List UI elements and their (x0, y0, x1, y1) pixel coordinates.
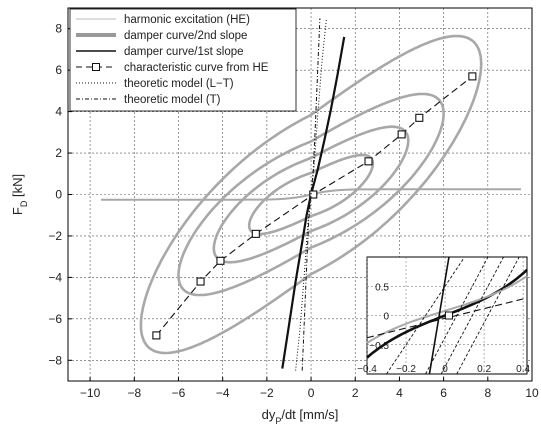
legend: harmonic excitation (HE) damper curve/2nd… (69, 8, 297, 112)
x-tick-label: −6 (172, 386, 186, 400)
harmonic-excitation-loop (177, 92, 445, 297)
x-tick-label: −10 (80, 386, 101, 400)
inset-model-line (456, 256, 520, 375)
series-line (301, 18, 321, 371)
series-line (295, 18, 327, 371)
data-point (468, 72, 477, 81)
legend-label: theoretic model (T) (124, 94, 221, 106)
inset-y-tick-label: −0.5 (369, 341, 389, 352)
legend-label: theoretic model (L−T) (124, 78, 234, 90)
y-tick-label: −4 (48, 270, 62, 284)
y-tick-label: 0 (55, 188, 62, 202)
y-tick-label: 6 (55, 63, 62, 77)
axis-ticks: −10 −8 −6 −4 −2 0 2 4 6 8 10 −8 −6 −4 −2 0 2 4 6 8 (48, 22, 539, 400)
harmonic-excitation-loop (247, 153, 375, 236)
y-tick-label: −8 (48, 353, 62, 367)
hysteresis-loops (101, 34, 521, 355)
inset-harmonic-curve (366, 275, 528, 344)
x-tick-label: −2 (260, 386, 274, 400)
legend-label: damper curve/1st slope (124, 46, 244, 58)
harmonic-excitation-loop (139, 34, 483, 355)
y-tick-label: −2 (48, 229, 62, 243)
inset-model-line (440, 256, 504, 375)
legend-box (69, 8, 297, 112)
data-point (152, 331, 161, 340)
inset-x-tick-label: 0 (442, 364, 448, 375)
inset-y-tick-label: 0 (383, 312, 389, 323)
legend-label: damper curve/2nd slope (124, 30, 247, 42)
x-tick-label: −4 (216, 386, 230, 400)
series-layer (152, 18, 477, 371)
x-tick-label: 2 (352, 386, 359, 400)
y-tick-label: 2 (55, 146, 62, 160)
inset-first-slope (428, 256, 450, 375)
inset-model-line (386, 256, 465, 375)
data-point (251, 229, 260, 238)
legend-label: characteristic curve from HE (124, 62, 269, 74)
data-point (397, 130, 406, 139)
y-axis-label: FD [kN] (10, 174, 29, 215)
inset-x-tick-label: 0.4 (516, 364, 530, 375)
data-point (309, 190, 318, 199)
legend-marker (92, 63, 100, 71)
y-tick-label: 4 (55, 105, 62, 119)
inset-data-point (444, 311, 453, 320)
x-tick-label: 10 (525, 386, 539, 400)
x-tick-label: 4 (396, 386, 403, 400)
inset-x-tick-label: −0.4 (357, 364, 377, 375)
y-tick-label: −6 (48, 312, 62, 326)
data-point (364, 157, 373, 166)
x-tick-label: 0 (308, 386, 315, 400)
x-axis-label: dyP/dt [mm/s] (262, 407, 339, 426)
inset-y-tick-label: 0.5 (375, 282, 389, 293)
data-point (216, 256, 225, 265)
legend-label: harmonic excitation (HE) (124, 14, 250, 26)
inset-x-tick-label: 0.2 (477, 364, 491, 375)
x-tick-label: −8 (127, 386, 141, 400)
x-tick-label: 6 (440, 386, 447, 400)
data-point (196, 277, 205, 286)
inset-chart: −0.4 −0.2 0 0.2 0.4 −0.5 0 0.5 (357, 256, 530, 375)
data-point (415, 113, 424, 122)
y-tick-label: 8 (55, 22, 62, 36)
x-tick-label: 8 (484, 386, 491, 400)
inset-model-line (425, 256, 489, 375)
inset-x-tick-label: −0.2 (396, 364, 416, 375)
harmonic-excitation-loop (212, 125, 410, 264)
